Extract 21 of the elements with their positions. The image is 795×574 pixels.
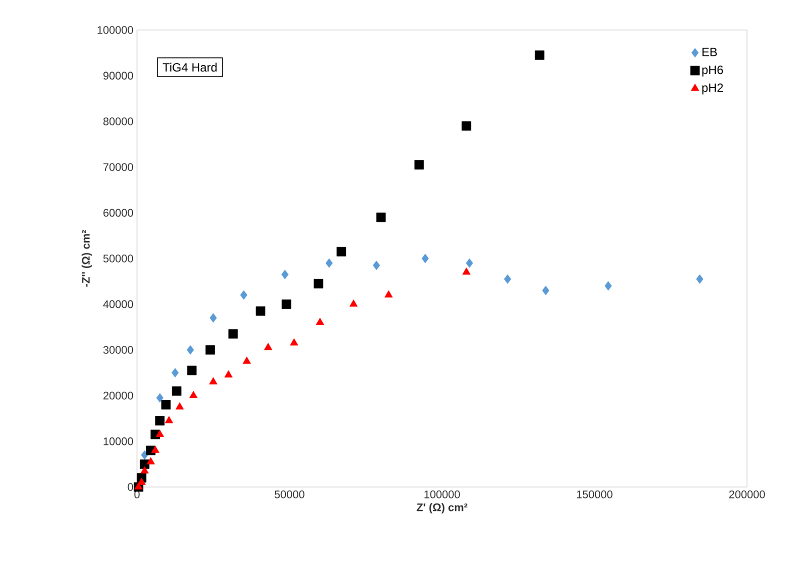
legend-label: EB xyxy=(702,48,717,56)
y-tick-label: 10000 xyxy=(104,437,134,446)
x-tick-label: 100000 xyxy=(424,490,460,498)
y-tick-label: 80000 xyxy=(103,117,134,126)
y-tick-label: 90000 xyxy=(103,72,134,80)
y-tick-label: 70000 xyxy=(103,163,134,171)
y-tick-label: 50000 xyxy=(103,254,134,262)
y-axis-title: -Z'' (Ω) cm² xyxy=(82,230,92,287)
x-tick-label: 150000 xyxy=(576,490,612,498)
x-tick-label: 50000 xyxy=(274,490,304,498)
y-tick-label: 0 xyxy=(128,483,134,491)
y-tick-label: 20000 xyxy=(103,392,134,400)
legend-label: pH2 xyxy=(702,83,723,94)
y-tick-label: 60000 xyxy=(103,208,134,217)
x-axis-title: Z' (Ω) cm² xyxy=(416,503,468,514)
y-tick-label: 100000 xyxy=(98,26,134,34)
annotation: TiG4 Hard xyxy=(162,62,217,72)
x-tick-label: 200000 xyxy=(729,490,765,498)
y-tick-label: 30000 xyxy=(103,346,134,354)
legend-label: pH6 xyxy=(702,66,723,76)
y-tick-label: 40000 xyxy=(103,300,134,308)
